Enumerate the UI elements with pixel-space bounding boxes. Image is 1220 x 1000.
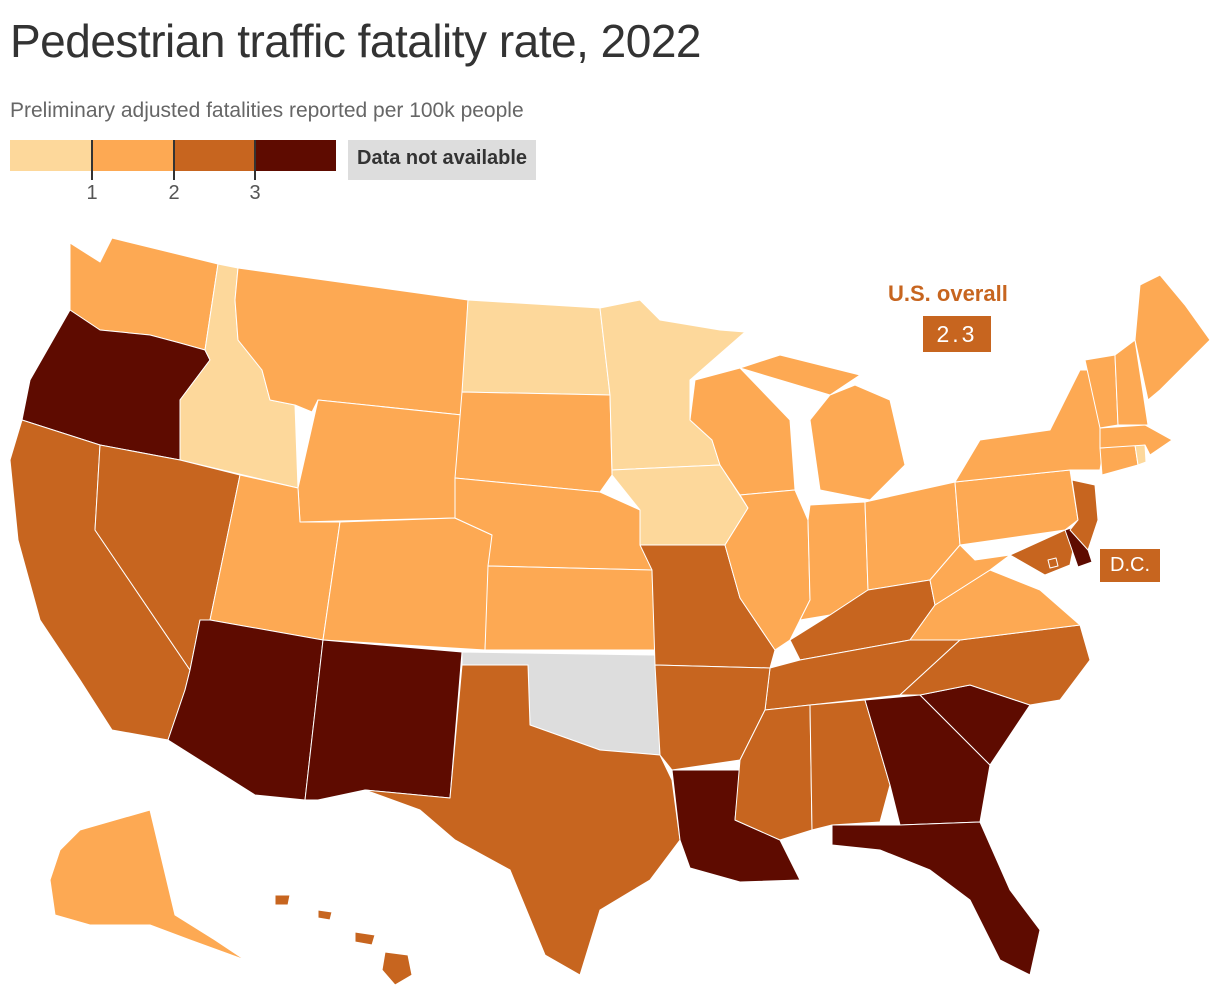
state-connecticut[interactable] bbox=[1099, 444, 1139, 476]
legend-bin-3 bbox=[174, 140, 255, 171]
legend-bin-4 bbox=[255, 140, 336, 171]
us-overall-label: U.S. overall bbox=[888, 281, 1008, 306]
dc-label: D.C. bbox=[1100, 549, 1160, 582]
state-illinois[interactable] bbox=[724, 489, 811, 651]
legend-tick-1 bbox=[91, 140, 93, 180]
us-overall-value: 2.3 bbox=[923, 316, 991, 352]
state-montana[interactable] bbox=[234, 267, 469, 416]
state-north-dakota[interactable] bbox=[461, 299, 611, 396]
state-new-jersey[interactable] bbox=[1069, 479, 1099, 551]
legend: 1 2 3 Data not available bbox=[10, 140, 570, 210]
state-maine[interactable] bbox=[1134, 274, 1211, 401]
district-of-columbia[interactable] bbox=[1047, 557, 1059, 569]
state-new-york[interactable] bbox=[954, 369, 1106, 483]
legend-tick-3 bbox=[254, 140, 256, 180]
legend-tick-2 bbox=[173, 140, 175, 180]
state-wyoming[interactable] bbox=[297, 399, 463, 523]
legend-tick-label: 1 bbox=[86, 182, 98, 204]
state-kansas[interactable] bbox=[484, 565, 656, 651]
state-new-hampshire[interactable] bbox=[1114, 339, 1149, 426]
legend-bin-1 bbox=[10, 140, 92, 171]
legend-not-available: Data not available bbox=[348, 140, 537, 180]
state-south-dakota[interactable] bbox=[454, 391, 613, 493]
chart-title: Pedestrian traffic fatality rate, 2022 bbox=[10, 15, 702, 67]
legend-tick-label: 2 bbox=[168, 182, 180, 204]
state-michigan[interactable] bbox=[739, 354, 906, 501]
state-florida[interactable] bbox=[831, 821, 1041, 976]
legend-tick-label: 3 bbox=[249, 182, 261, 204]
state-colorado[interactable] bbox=[322, 517, 493, 651]
us-map bbox=[9, 237, 1211, 986]
legend-bin-2 bbox=[92, 140, 174, 171]
state-texas[interactable] bbox=[364, 664, 681, 976]
state-new-mexico[interactable] bbox=[304, 639, 463, 801]
state-hawaii[interactable] bbox=[274, 894, 413, 986]
chart-subtitle: Preliminary adjusted fatalities reported… bbox=[10, 99, 524, 122]
state-alaska[interactable] bbox=[49, 809, 246, 961]
state-minnesota[interactable] bbox=[599, 299, 746, 471]
